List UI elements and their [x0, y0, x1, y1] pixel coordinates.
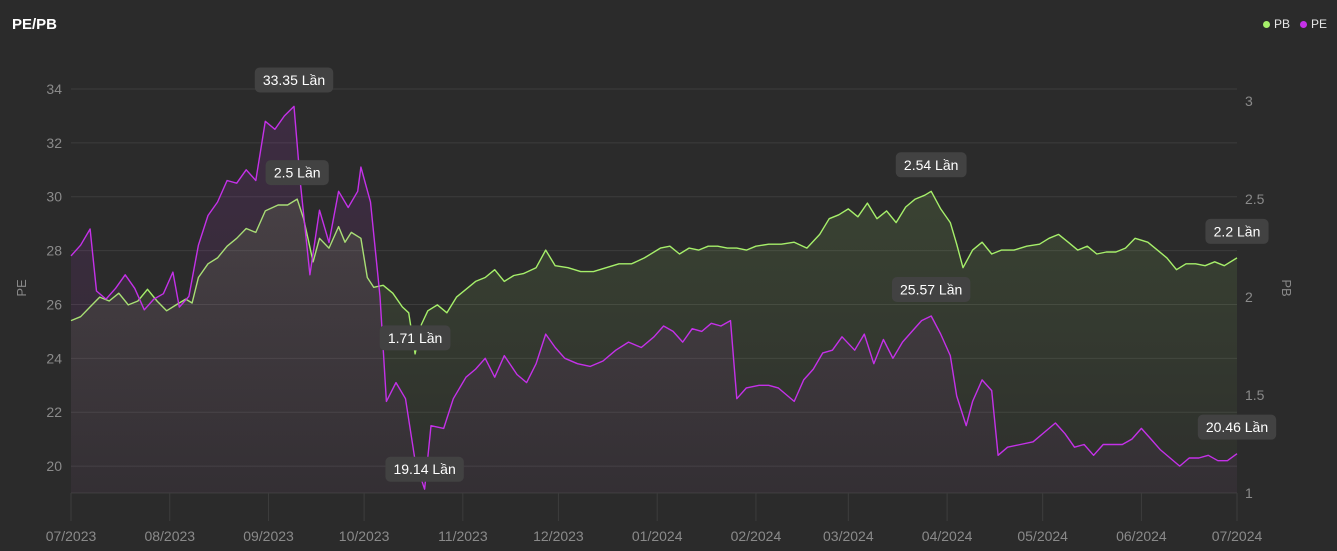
x-tick-label: 02/2024 [731, 528, 782, 544]
pe-area [71, 106, 1237, 494]
legend-label-pe: PE [1310, 17, 1327, 31]
x-tick-label: 09/2023 [243, 528, 294, 544]
x-tick-label: 12/2023 [533, 528, 584, 544]
y-right-tick-label: 1.5 [1245, 387, 1265, 403]
annotation-label: 19.14 Lần [393, 461, 455, 477]
annotation-label: 25.57 Lần [900, 282, 962, 298]
x-tick-label: 07/2024 [1212, 528, 1263, 544]
legend-item-pe[interactable]: PE [1299, 17, 1327, 31]
y-left-tick-label: 24 [46, 350, 62, 366]
legend-label-pb: PB [1273, 17, 1290, 31]
y-left-tick-label: 28 [46, 243, 62, 259]
annotation-box [379, 325, 451, 351]
y-left-axis-label: PE [14, 279, 29, 297]
annotation-label: 20.46 Lần [1206, 419, 1268, 435]
pb-legend-dot [1262, 20, 1270, 28]
y-left-tick-label: 32 [46, 135, 62, 151]
pe-legend-dot [1299, 20, 1307, 28]
x-tick-label: 04/2024 [922, 528, 973, 544]
annotation-callout: 1.71 Lần [379, 325, 451, 351]
annotation-label: 1.71 Lần [388, 330, 443, 346]
x-tick-label: 06/2024 [1116, 528, 1167, 544]
x-tick-label: 03/2024 [823, 528, 874, 544]
annotation-box [385, 456, 464, 482]
annotation-box [1205, 218, 1269, 244]
annotation-label: 2.2 Lần [1214, 223, 1261, 239]
annotation-box [891, 277, 971, 303]
annotation-callout: 2.5 Lần [265, 160, 329, 186]
annotation-box [265, 160, 329, 186]
chart-legend: PB PE [1262, 17, 1327, 31]
x-tick-label: 08/2023 [144, 528, 195, 544]
pe-series-line [70, 105, 1238, 490]
y-right-tick-label: 2.5 [1245, 191, 1265, 207]
y-left-tick-label: 20 [46, 458, 62, 474]
y-right-tick-label: 1 [1245, 485, 1253, 501]
annotation-callout: 20.46 Lần [1197, 414, 1277, 440]
x-tick-label: 01/2024 [632, 528, 683, 544]
annotation-callout: 19.14 Lần [385, 456, 464, 482]
y-right-tick-label: 3 [1245, 93, 1253, 109]
annotation-box [1197, 414, 1277, 440]
y-left-tick-label: 26 [46, 296, 62, 312]
chart-title: PE/PB [12, 16, 58, 33]
y-right-axis-label: PB [1279, 279, 1294, 296]
x-tick-label: 07/2023 [46, 528, 97, 544]
annotation-label: 2.54 Lần [904, 157, 959, 173]
x-tick-label: 10/2023 [339, 528, 390, 544]
legend-item-pb[interactable]: PB [1262, 17, 1290, 31]
annotation-label: 33.35 Lần [263, 72, 325, 88]
y-left-tick-label: 34 [46, 81, 62, 97]
y-left-tick-label: 22 [46, 404, 62, 420]
y-right-tick-label: 2 [1245, 289, 1253, 305]
annotation-label: 2.5 Lần [274, 165, 321, 181]
x-tick-label: 11/2023 [438, 528, 488, 544]
y-left-tick-label: 30 [46, 189, 62, 205]
annotation-callout: 2.2 Lần [1205, 218, 1269, 244]
annotation-callout: 2.54 Lần [895, 152, 967, 178]
annotation-callout: 25.57 Lần [891, 277, 971, 303]
annotation-box [254, 67, 334, 93]
x-tick-label: 05/2024 [1017, 528, 1068, 544]
annotation-callout: 33.35 Lần [254, 67, 334, 93]
annotation-box [895, 152, 967, 178]
